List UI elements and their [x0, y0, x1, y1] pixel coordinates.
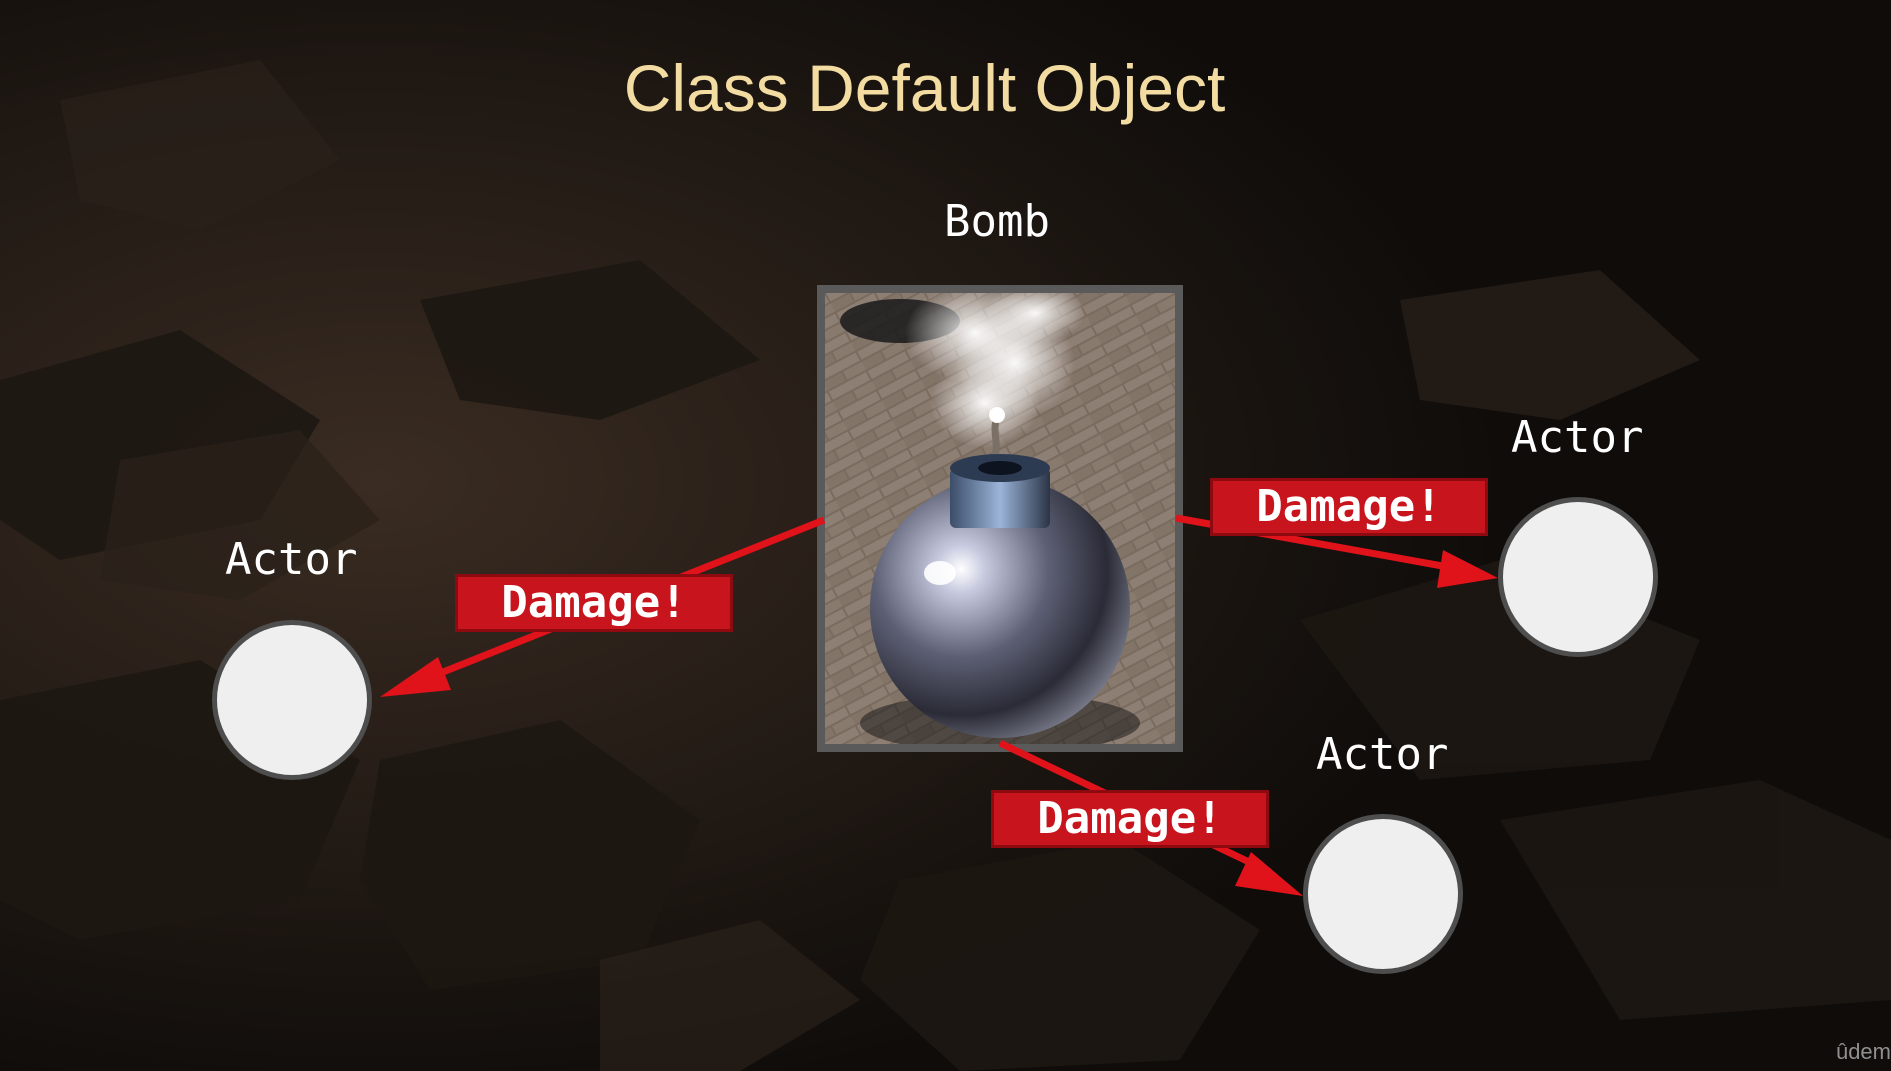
actor-label-right: Actor — [1511, 412, 1644, 463]
damage-badge-left: Damage! — [455, 574, 733, 632]
bomb-icon — [825, 293, 1175, 744]
actor-label-left: Actor — [225, 534, 358, 585]
actor-circle-left — [212, 620, 372, 780]
actor-label-bottom: Actor — [1316, 729, 1449, 780]
watermark: ûdem — [1835, 1039, 1891, 1064]
damage-badge-bottom: Damage! — [991, 790, 1269, 848]
bomb-image-frame — [817, 285, 1183, 752]
damage-badge-right: Damage! — [1210, 478, 1488, 536]
page-title: Class Default Object — [623, 51, 1226, 125]
bomb-label: Bomb — [944, 196, 1050, 247]
actor-circle-bottom — [1303, 814, 1463, 974]
arrowhead-bottom — [1235, 852, 1303, 896]
actor-circle-right — [1498, 497, 1658, 657]
arrowhead-right — [1437, 550, 1498, 588]
arrowhead-left — [380, 657, 451, 697]
